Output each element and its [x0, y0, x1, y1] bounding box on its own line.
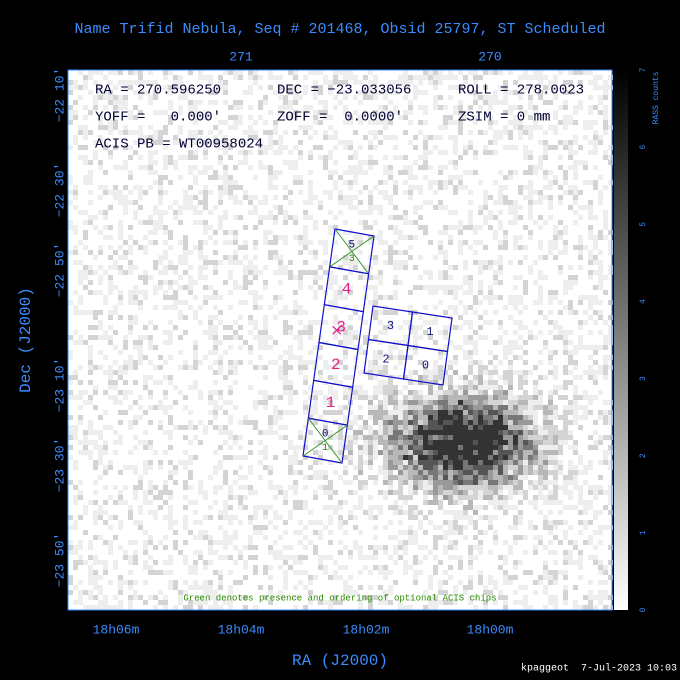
colorbar-tick-label: 5 [639, 222, 648, 227]
acis-i-chip [402, 344, 449, 386]
info: RA = 270.596250 [95, 83, 221, 99]
rass-image [68, 70, 613, 610]
chip-label: 1 [426, 325, 433, 339]
optional-chip-label: 1 [322, 443, 328, 454]
info: ROLL = 278.0023 [458, 83, 584, 99]
noise-layer [68, 70, 613, 610]
info: ZOFF = 0.0000′ [277, 110, 403, 126]
footer: kpaggeot 7-Jul-2023 10:03 [521, 663, 677, 675]
chips: 5 4 3 2 1 0 3 1 3 1 2 0 [302, 228, 453, 464]
y-tick-label: −22 50′ [52, 243, 67, 298]
info: ZSIM = 0 mm [458, 110, 550, 126]
aimpoint [332, 325, 342, 335]
colorbar-tick-label: 0 [639, 607, 648, 612]
noise-layer [378, 390, 548, 500]
y-tick-label: −23 30′ [52, 438, 67, 493]
optional-chip-label: 3 [349, 254, 355, 265]
chip-label: 1 [326, 394, 336, 412]
chip-label: 0 [422, 358, 429, 372]
chip-label: 5 [349, 239, 356, 251]
y-tick-label: −23 10′ [52, 358, 67, 413]
frame [67, 69, 613, 611]
x-tick-label: 18h04m [218, 622, 265, 637]
optional-cross [302, 424, 348, 457]
y-tick-label: −22 10′ [52, 68, 67, 123]
colorbar-tick-label: 6 [639, 145, 648, 150]
top-tick-label: 271 [229, 49, 253, 64]
noise-layer [403, 400, 518, 470]
colorbar-tick-label: 2 [639, 453, 648, 458]
colorbar [614, 70, 628, 610]
chip-label: 2 [382, 352, 389, 366]
colorbar-tick-label: 7 [639, 67, 648, 72]
chip-label: 3 [387, 319, 394, 333]
y-axis-label: Dec (J2000) [17, 287, 35, 393]
colorbar-tick-label: 4 [639, 299, 648, 304]
noise-layer [388, 400, 538, 485]
title: Name Trifid Nebula, Seq # 201468, Obsid … [74, 21, 605, 38]
x-axis-label: RA (J2000) [292, 652, 388, 670]
x-tick-label: 18h00m [467, 622, 514, 637]
info: YOFF = 0.000′ [95, 110, 221, 126]
y-tick-label: −22 30′ [52, 163, 67, 218]
x-tick-label: 18h06m [93, 622, 140, 637]
note: Green denotes presence and ordering of o… [183, 593, 496, 603]
top-tick-label: 270 [478, 49, 501, 64]
chip-label: 0 [322, 428, 329, 440]
colorbar-label: RASS counts [652, 71, 661, 124]
chip-label: 4 [342, 280, 352, 298]
info: ACIS PB = WT00958024 [95, 137, 263, 153]
colorbar-tick-label: 1 [639, 530, 648, 535]
chip-label: 2 [331, 356, 341, 374]
y-tick-label: −23 50′ [52, 533, 67, 588]
chip-label: 3 [336, 318, 346, 336]
colorbar-tick-label: 3 [639, 376, 648, 381]
optional-cross [329, 235, 375, 268]
x-tick-label: 18h02m [343, 622, 390, 637]
info: DEC = −23.033056 [277, 83, 411, 99]
